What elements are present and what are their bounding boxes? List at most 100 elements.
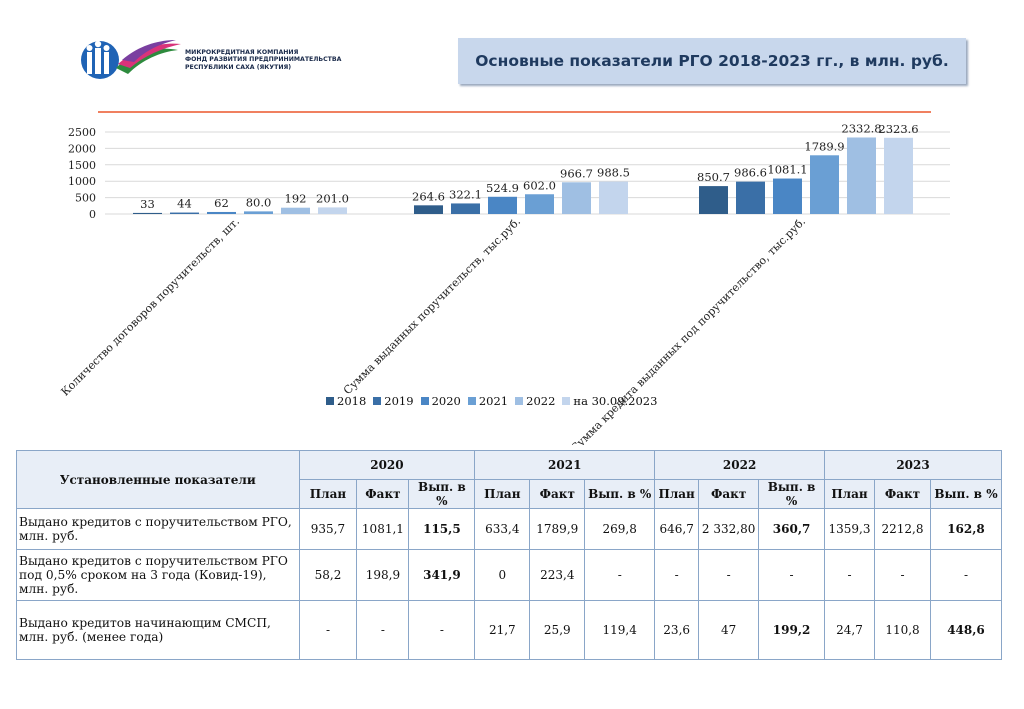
table-cell: 1789,9 (529, 508, 586, 550)
bar-chart: 0 500 1000 1500 2000 2500 33 44 62 80.0 192 201.0 Ко… (59, 121, 950, 445)
table-row: Выдано кредитов начинающим СМСП, млн. ру… (16, 600, 1003, 660)
table-header-year: 2022 (654, 450, 826, 480)
legend-label: 2020 (431, 394, 461, 408)
table-cell: 360,7 (758, 508, 826, 550)
legend-item: 2021 (467, 394, 508, 408)
category-label: Количество договоров поручительств, шт. (59, 215, 243, 399)
data-label: 602.0 (523, 178, 556, 192)
table-header-year: 2023 (824, 450, 1002, 480)
data-label: 1789.9 (804, 139, 844, 153)
bar (884, 137, 913, 214)
bar (562, 182, 591, 214)
bar (414, 205, 443, 214)
table-cell: - (758, 549, 826, 601)
legend-swatch (562, 397, 571, 405)
data-label: 44 (177, 197, 192, 211)
title-banner: Основные показатели РГО 2018-2023 гг., в… (458, 38, 966, 84)
table-cell: 21,7 (474, 600, 531, 660)
table-cell: 119,4 (584, 600, 656, 660)
table-cell: - (408, 600, 476, 660)
chart-legend: 2018 2019 2020 2021 2022 на 30.09.2023 (326, 394, 657, 408)
y-tick-label: 0 (89, 208, 96, 221)
table-cell: 269,8 (584, 508, 656, 550)
legend-label: 2019 (384, 394, 414, 408)
data-label: 33 (140, 197, 155, 211)
data-label: 192 (285, 192, 307, 206)
table-cell: 0 (474, 549, 531, 601)
bar (847, 137, 876, 214)
table-header-year: 2021 (474, 450, 656, 480)
logo-line: РЕСПУБЛИКИ САХА (ЯКУТИЯ) (185, 63, 292, 71)
legend-swatch (326, 397, 334, 405)
legend-item: 2020 (420, 394, 461, 408)
table-cell: - (874, 549, 931, 601)
table-cell: 162,8 (929, 508, 1003, 550)
table-cell: - (929, 549, 1003, 601)
data-label: 62 (214, 196, 229, 210)
data-label: 2332.8 (841, 121, 881, 135)
data-label: 80.0 (246, 195, 272, 209)
logo-line: МИКРОКРЕДИТНАЯ КОМПАНИЯ (185, 49, 299, 56)
legend-label: 2022 (526, 394, 556, 408)
bar (281, 207, 310, 214)
kpi-table: Установленные показатели 2020 2021 2022 … (16, 450, 1003, 660)
table-cell: - (298, 600, 358, 660)
data-label: 966.7 (560, 166, 593, 180)
table-cell: - (584, 549, 656, 601)
header-divider (98, 111, 931, 113)
table-cell: 448,6 (929, 600, 1003, 660)
table-subheader: Факт (874, 479, 931, 509)
legend-item: на 30.09.2023 (562, 394, 657, 408)
table-cell: 1081,1 (356, 508, 410, 550)
bar (525, 194, 554, 214)
table-subheader: Факт (356, 479, 410, 509)
table-cell: 58,2 (298, 549, 358, 601)
page-title: Основные показатели РГО 2018-2023 гг., в… (475, 52, 949, 70)
table-subheader: Вып. в % (584, 479, 656, 509)
data-label: 2323.6 (878, 122, 918, 136)
table-cell: 223,4 (529, 549, 586, 601)
bar (488, 196, 517, 214)
table-cell: 1359,3 (824, 508, 876, 550)
y-tick-label: 2000 (68, 142, 96, 155)
data-label: 201.0 (316, 191, 349, 205)
data-label: 264.6 (412, 189, 445, 203)
table-subheader: Факт (529, 479, 586, 509)
bar (699, 186, 728, 214)
bar (773, 178, 802, 214)
legend-item: 2018 (326, 394, 366, 408)
table-subheader: Вып. в % (408, 479, 476, 509)
table-cell: 2212,8 (874, 508, 931, 550)
table-row: Выдано кредитов с поручительством РГО по… (16, 549, 1003, 601)
legend-swatch (373, 397, 382, 405)
data-label: 986.6 (734, 166, 767, 180)
table-subheader: Вып. в % (758, 479, 826, 509)
category-label: Сумма выданных поручительств, тыс.руб. (341, 215, 523, 397)
y-tick-label: 1500 (68, 159, 96, 172)
logo-emblem-icon (81, 40, 181, 79)
table-cell: 23,6 (654, 600, 700, 660)
bar (244, 211, 273, 214)
category-label: Сумма кредита выданных под поручительств… (568, 215, 808, 445)
logo-text: МИКРОКРЕДИТНАЯ КОМПАНИЯ ФОНД РАЗВИТИЯ ПР… (185, 49, 341, 71)
logo-line: ФОНД РАЗВИТИЯ ПРЕДПРИНИМАТЕЛЬСТВА (185, 56, 342, 64)
data-label: 322.1 (449, 187, 482, 201)
table-subheader: Вып. в % (929, 479, 1003, 509)
table-subheader: План (298, 479, 358, 509)
bar (170, 212, 199, 214)
row-label: Выдано кредитов начинающим СМСП, млн. ру… (16, 600, 300, 660)
y-tick-label: 500 (75, 192, 96, 205)
legend-item: 2022 (515, 394, 555, 408)
table-header-year: 2020 (298, 450, 476, 480)
table-subheader: План (654, 479, 700, 509)
table-subheader: План (474, 479, 531, 509)
row-label: Выдано кредитов с поручительством РГО по… (16, 549, 300, 601)
data-label: 850.7 (697, 170, 730, 184)
table-header-indicators: Установленные показатели (16, 450, 300, 509)
table-cell: 47 (698, 600, 760, 660)
bar (133, 212, 162, 214)
legend-item: 2019 (373, 394, 414, 408)
table-cell: 341,9 (408, 549, 476, 601)
table-cell: 24,7 (824, 600, 876, 660)
legend-label: на 30.09.2023 (573, 394, 658, 408)
